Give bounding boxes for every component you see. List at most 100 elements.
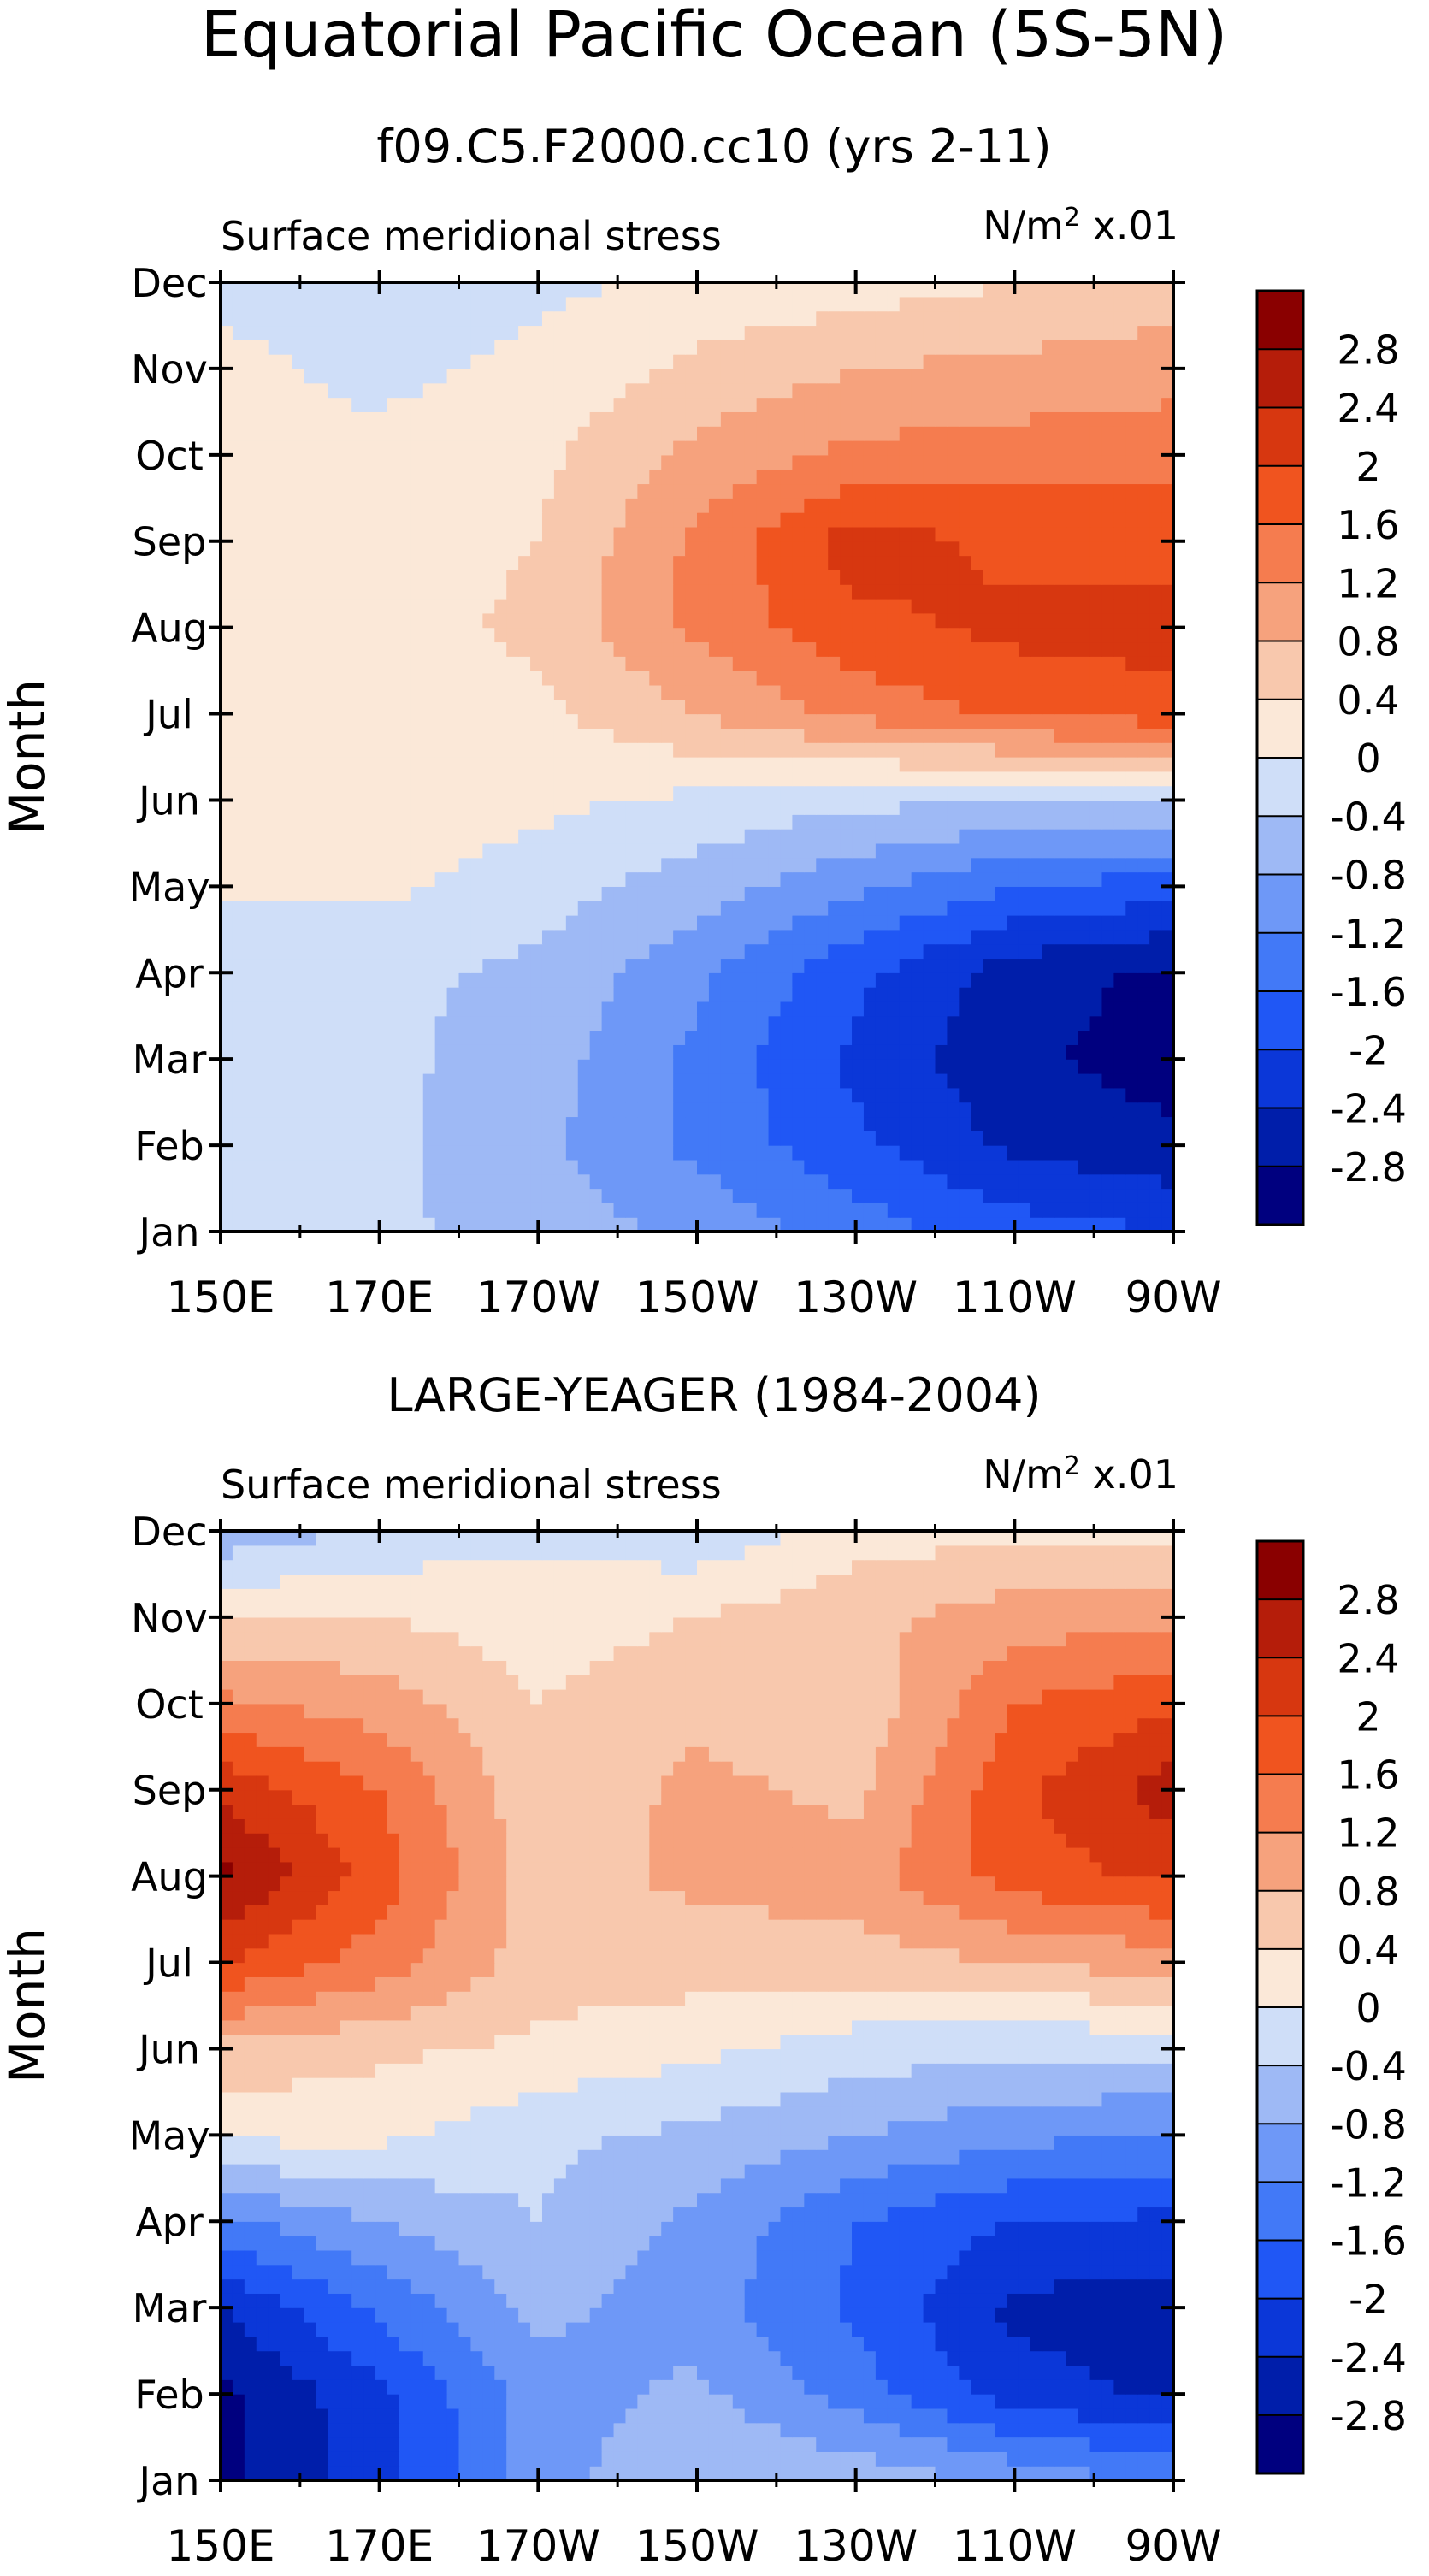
contour-cell [256, 972, 269, 988]
contour-cell [947, 1044, 960, 1060]
contour-cell [458, 915, 472, 931]
contour-cell [947, 1116, 960, 1131]
contour-cell [351, 684, 364, 700]
contour-cell [434, 599, 448, 614]
contour-cell [256, 800, 269, 815]
contour-cell [1113, 555, 1126, 570]
contour-cell [923, 929, 936, 945]
contour-cell [351, 785, 364, 801]
contour-cell [434, 469, 448, 485]
contour-cell [697, 771, 710, 787]
contour-cell [661, 1116, 674, 1131]
contour-cell [673, 1217, 686, 1232]
contour-cell [340, 857, 352, 873]
contour-cell [673, 354, 686, 369]
contour-cell [268, 411, 281, 427]
contour-cell [852, 1044, 865, 1060]
contour-cell [1113, 397, 1126, 412]
contour-cell [1113, 541, 1126, 557]
contour-cell [1113, 915, 1126, 931]
contour-cell [1161, 1059, 1173, 1074]
contour-cell [708, 671, 722, 686]
contour-cell [434, 1202, 448, 1218]
contour-cell [625, 656, 638, 671]
contour-cell [1007, 1102, 1019, 1118]
contour-cell [649, 483, 662, 499]
contour-cell [351, 512, 364, 528]
contour-cell [553, 1188, 567, 1203]
contour-cell [1054, 555, 1067, 570]
contour-cell [363, 1188, 376, 1203]
contour-cell [661, 368, 674, 384]
contour-cell [375, 929, 388, 945]
contour-cell [446, 440, 460, 456]
contour-cell [1054, 1030, 1067, 1045]
contour-cell [649, 728, 662, 743]
contour-cell [1007, 842, 1019, 859]
contour-cell [613, 871, 627, 887]
contour-cell [221, 958, 233, 973]
contour-cell [1101, 1173, 1114, 1190]
contour-cell [387, 1145, 400, 1161]
contour-cell [399, 627, 412, 643]
contour-cell [494, 627, 507, 643]
contour-cell [947, 713, 960, 729]
contour-cell [661, 512, 674, 528]
contour-cell [422, 1116, 436, 1131]
contour-cell [768, 382, 782, 399]
contour-cell [375, 1202, 388, 1218]
contour-cell [756, 814, 770, 830]
contour-cell [971, 627, 983, 643]
contour-cell [399, 555, 412, 570]
contour-cell [780, 915, 794, 931]
contour-cell [601, 699, 615, 715]
contour-cell [470, 915, 483, 931]
contour-cell [1137, 426, 1150, 441]
contour-cell [221, 785, 233, 801]
contour-cell [792, 483, 805, 499]
contour-cell [470, 1044, 483, 1060]
contour-cell [1113, 800, 1126, 815]
contour-cell [410, 1001, 424, 1017]
contour-cell [292, 1044, 305, 1060]
contour-cell [422, 829, 436, 844]
contour-cell [1042, 454, 1055, 470]
contour-cell [637, 671, 650, 686]
contour-cell [1066, 742, 1079, 758]
contour-cell [852, 929, 865, 945]
contour-cell [923, 684, 936, 700]
contour-cell [685, 454, 698, 470]
contour-cell [983, 1173, 995, 1190]
contour-cell [351, 541, 364, 557]
contour-cell [351, 713, 364, 729]
contour-cell [1066, 1173, 1079, 1190]
contour-cell [363, 612, 376, 629]
contour-cell [268, 526, 281, 542]
contour-cell [363, 800, 376, 815]
contour-cell [995, 1202, 1007, 1218]
contour-cell [720, 901, 734, 916]
contour-cell [649, 656, 662, 671]
contour-cell [971, 771, 983, 787]
contour-cell [959, 699, 971, 715]
contour-cell [268, 584, 281, 600]
contour-cell [399, 771, 412, 787]
contour-cell [1161, 987, 1173, 1002]
contour-cell [280, 656, 293, 671]
contour-cell [256, 829, 269, 844]
contour-cell [1125, 671, 1138, 686]
contour-cell [959, 1131, 971, 1146]
contour-cell [1149, 1145, 1162, 1161]
contour-cell [1018, 627, 1031, 643]
contour-cell [935, 368, 948, 384]
contour-cell [852, 699, 865, 715]
contour-cell [840, 1059, 853, 1074]
contour-cell [530, 325, 543, 340]
contour-cell [863, 612, 877, 629]
contour-cell [1137, 871, 1150, 887]
contour-cell [482, 1116, 495, 1131]
contour-cell [328, 512, 340, 528]
contour-cell [863, 627, 877, 643]
contour-cell [232, 612, 245, 629]
contour-cell [387, 1159, 400, 1175]
